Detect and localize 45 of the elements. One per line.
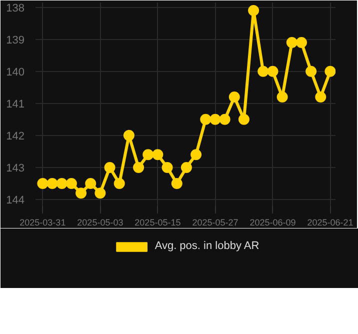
y-tick-label: 138 xyxy=(6,2,25,14)
y-tick-label: 142 xyxy=(6,130,25,142)
point xyxy=(200,114,212,125)
y-tick-label: 140 xyxy=(6,66,25,78)
point xyxy=(123,130,134,141)
x-tick-label: 2025-03-31 xyxy=(20,218,66,228)
point xyxy=(76,188,87,199)
x-tick-label: 2025-05-03 xyxy=(77,218,124,228)
point xyxy=(238,114,250,125)
x-tick-label: 2025-06-21 xyxy=(307,218,354,228)
point xyxy=(66,178,77,189)
point xyxy=(104,162,116,173)
point xyxy=(133,162,144,173)
y-tick-label: 141 xyxy=(6,98,25,110)
point xyxy=(267,66,278,77)
point xyxy=(315,92,326,102)
point xyxy=(258,66,269,77)
point xyxy=(171,178,182,189)
point xyxy=(94,188,106,199)
point xyxy=(114,178,125,189)
point xyxy=(219,114,230,125)
y-tick-label: 143 xyxy=(6,162,25,174)
point xyxy=(56,178,68,189)
point xyxy=(276,92,288,102)
point xyxy=(162,162,173,173)
point xyxy=(142,149,154,160)
legend-label: Avg. pos. in lobby AR xyxy=(154,240,260,252)
point xyxy=(210,114,221,125)
point xyxy=(180,162,192,173)
point xyxy=(324,66,336,77)
x-tick-label: 2025-06-09 xyxy=(250,218,296,228)
point xyxy=(248,5,260,16)
point xyxy=(37,178,48,189)
point xyxy=(152,149,164,160)
point xyxy=(286,37,298,48)
x-tick-label: 2025-05-27 xyxy=(192,218,238,228)
point xyxy=(228,92,240,102)
point xyxy=(306,66,317,77)
y-tick-label: 144 xyxy=(6,194,25,206)
point xyxy=(190,149,202,160)
y-tick-label: 139 xyxy=(6,34,25,46)
x-tick-label: 2025-05-15 xyxy=(134,218,181,228)
point xyxy=(296,37,307,48)
point xyxy=(46,178,58,189)
point xyxy=(85,178,96,189)
